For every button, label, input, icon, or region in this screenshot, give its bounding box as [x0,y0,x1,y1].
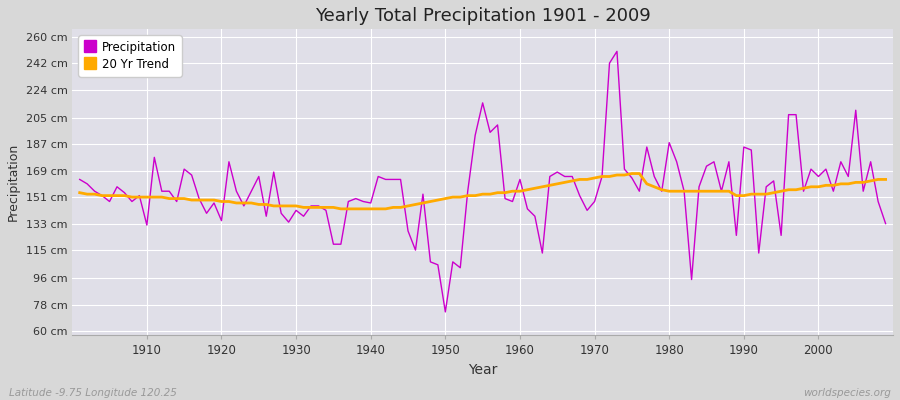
Text: Latitude -9.75 Longitude 120.25: Latitude -9.75 Longitude 120.25 [9,388,177,398]
X-axis label: Year: Year [468,363,498,377]
Title: Yearly Total Precipitation 1901 - 2009: Yearly Total Precipitation 1901 - 2009 [315,7,651,25]
Y-axis label: Precipitation: Precipitation [7,143,20,222]
Text: worldspecies.org: worldspecies.org [803,388,891,398]
Legend: Precipitation, 20 Yr Trend: Precipitation, 20 Yr Trend [78,35,182,76]
